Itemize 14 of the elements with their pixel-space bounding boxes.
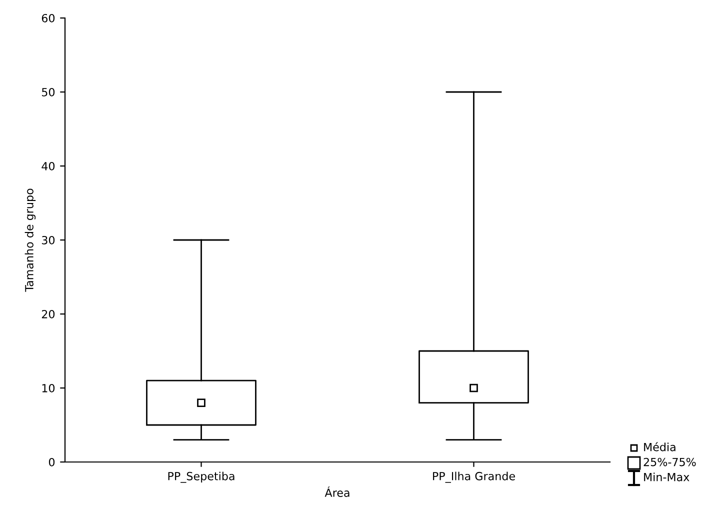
text: 25%-75% (644, 458, 696, 466)
y-tick-label: 30 (42, 236, 55, 244)
y-tick-label: 10 (42, 384, 55, 392)
y-tick-label: 60 (42, 14, 55, 22)
y-tick-label: 40 (42, 162, 55, 170)
x-tick-label: PP_Ilha Grande (433, 472, 515, 483)
y-tick-label: 20 (42, 310, 55, 318)
y-tick-label: 50 (42, 88, 55, 96)
x-tick-label: PP_Sepetiba (168, 472, 234, 483)
y-tick-label: 0 (48, 458, 55, 466)
text: Média (644, 442, 676, 452)
y-axis-title: Tamanho de grupo (24, 188, 36, 292)
text: Min-Max (644, 472, 690, 482)
x-axis-title: Área (324, 486, 350, 497)
